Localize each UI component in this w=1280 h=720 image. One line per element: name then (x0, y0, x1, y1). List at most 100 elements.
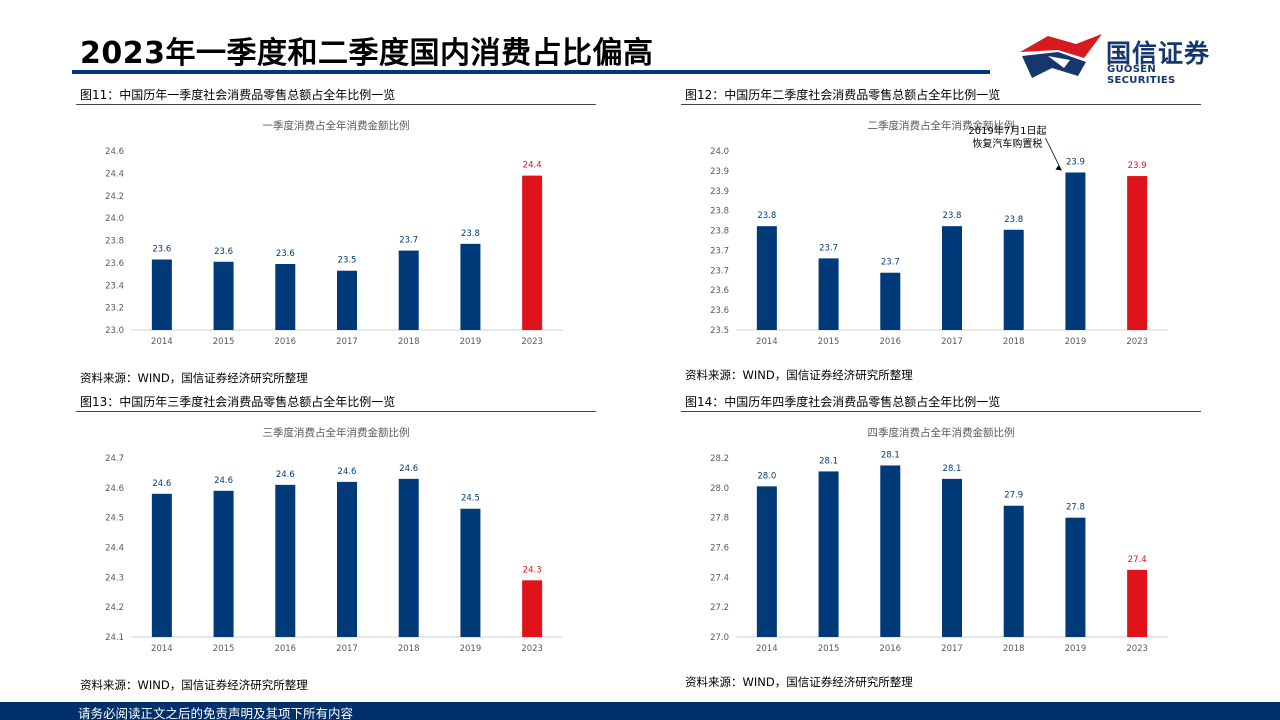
bar (1003, 229, 1024, 330)
y-tick-label: 24.2 (105, 603, 124, 613)
data-label: 24.4 (523, 161, 542, 171)
figure-14-caption: 图14：中国历年四季度社会消费品零售总额占全年比例一览 (681, 389, 1201, 412)
bar (942, 478, 962, 637)
x-tick-label: 2019 (460, 644, 482, 654)
bar (337, 270, 357, 330)
x-tick-label: 2019 (1065, 337, 1087, 347)
guosen-logo: 国信证券 GUOSEN SECURITIES (1018, 30, 1218, 86)
x-tick-label: 2015 (818, 337, 840, 347)
x-tick-label: 2017 (941, 644, 963, 654)
y-tick-label: 23.7 (710, 246, 729, 256)
page-title: 2023年一季度和二季度国内消费占比偏高 (80, 36, 654, 71)
figure-12-source: 资料来源：WIND，国信证券经济研究所整理 (685, 368, 913, 382)
x-tick-label: 2014 (756, 644, 778, 654)
y-tick-label: 23.6 (105, 259, 124, 269)
data-label: 24.6 (214, 476, 233, 486)
bar (1127, 569, 1148, 637)
y-tick-label: 23.9 (710, 167, 729, 177)
x-tick-label: 2023 (521, 337, 543, 347)
y-tick-label: 23.0 (105, 326, 124, 336)
chart-title: 三季度消费占全年消费金额比例 (263, 426, 410, 439)
title-underline (72, 70, 990, 74)
data-label: 23.6 (152, 245, 171, 255)
x-tick-label: 2015 (213, 337, 235, 347)
bar (151, 493, 172, 637)
y-tick-label: 24.6 (105, 484, 124, 494)
y-tick-label: 24.1 (105, 633, 124, 643)
x-tick-label: 2023 (521, 644, 543, 654)
y-tick-label: 24.4 (105, 544, 124, 554)
figure-13-source: 资料来源：WIND，国信证券经济研究所整理 (80, 678, 308, 692)
x-tick-label: 2014 (756, 337, 778, 347)
footer-disclaimer: 请务必阅读正文之后的免责声明及其项下所有内容 (78, 706, 354, 720)
annotation-arrow (1045, 137, 1062, 171)
data-label: 24.6 (152, 479, 171, 489)
y-tick-label: 28.0 (710, 484, 729, 494)
x-tick-label: 2023 (1126, 644, 1148, 654)
x-tick-label: 2017 (336, 337, 358, 347)
bar (275, 484, 296, 637)
bar (880, 272, 901, 330)
x-tick-label: 2014 (151, 337, 173, 347)
y-tick-label: 24.7 (105, 454, 124, 464)
bar (213, 261, 234, 330)
y-tick-label: 24.6 (105, 147, 124, 157)
data-label: 23.6 (276, 249, 295, 259)
data-label: 24.6 (399, 464, 418, 474)
logo-name-en: GUOSEN SECURITIES (1107, 64, 1176, 86)
bar (1003, 505, 1024, 637)
bar (1065, 172, 1086, 330)
y-tick-label: 27.4 (710, 573, 729, 583)
chart-title: 二季度消费占全年消费金额比例 (868, 119, 1015, 132)
data-label: 24.5 (461, 494, 480, 504)
y-tick-label: 27.8 (710, 514, 729, 524)
data-label: 27.4 (1128, 555, 1147, 565)
bar (213, 490, 234, 637)
x-tick-label: 2017 (336, 644, 358, 654)
bar (151, 259, 172, 330)
guosen-logo-icon (1020, 34, 1102, 78)
x-tick-label: 2015 (818, 644, 840, 654)
bar (818, 471, 839, 637)
data-label: 24.6 (338, 467, 357, 477)
x-tick-label: 2016 (879, 644, 901, 654)
data-label: 23.8 (943, 211, 962, 221)
y-tick-label: 24.5 (105, 514, 124, 524)
x-tick-label: 2014 (151, 644, 173, 654)
x-tick-label: 2017 (941, 337, 963, 347)
figure-11-caption: 图11：中国历年一季度社会消费品零售总额占全年比例一览 (76, 82, 596, 105)
y-tick-label: 23.2 (105, 304, 124, 314)
bar (337, 481, 357, 637)
annotation-text: 恢复汽车购置税 (972, 137, 1042, 150)
x-tick-label: 2016 (879, 337, 901, 347)
data-label: 24.3 (523, 565, 542, 575)
data-label: 23.8 (757, 211, 776, 221)
q4-share-bar-chart: 四季度消费占全年消费金额比例 27.0 27.2 27.4 27.6 27.8 28.0 28… (710, 426, 1168, 654)
q1-share-bar-chart: 一季度消费占全年消费金额比例 23.0 23.2 23.4 23.6 23.8 24.0 24… (105, 119, 563, 347)
chart-title: 一季度消费占全年消费金额比例 (263, 119, 410, 132)
y-tick-label: 23.5 (710, 326, 729, 336)
data-label: 23.8 (461, 229, 480, 239)
bar (398, 250, 419, 330)
x-tick-label: 2018 (1003, 337, 1025, 347)
data-label: 23.7 (881, 258, 900, 268)
data-label: 27.9 (1004, 491, 1023, 501)
bar (522, 580, 543, 637)
y-tick-label: 24.0 (105, 214, 124, 224)
data-label: 23.7 (399, 236, 418, 246)
bar (522, 175, 543, 330)
x-tick-label: 2019 (1065, 644, 1087, 654)
bar (880, 465, 901, 637)
data-label: 28.0 (757, 471, 776, 481)
bar (275, 263, 296, 330)
bar (818, 258, 839, 330)
y-tick-label: 27.6 (710, 544, 729, 554)
y-tick-label: 23.8 (710, 227, 729, 237)
y-tick-label: 28.2 (710, 454, 729, 464)
bar (756, 226, 777, 330)
data-label: 27.8 (1066, 503, 1085, 513)
data-label: 23.7 (819, 243, 838, 253)
q2-share-bar-chart: 二季度消费占全年消费金额比例 23.5 23.6 23.6 23.7 23.7 23.8 23… (710, 119, 1168, 347)
y-tick-label: 23.8 (710, 207, 729, 217)
y-tick-label: 23.9 (710, 187, 729, 197)
